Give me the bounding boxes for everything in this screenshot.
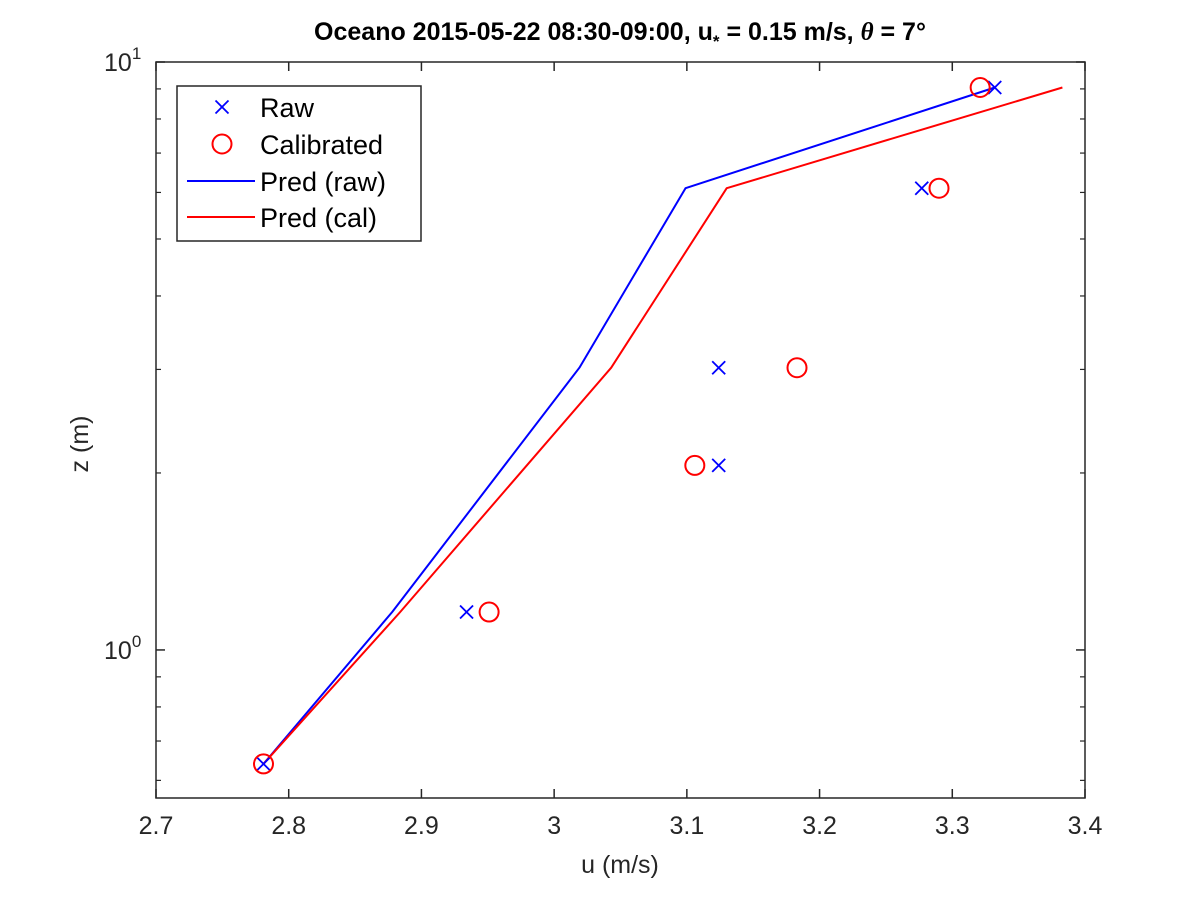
x-tick-label: 2.7 <box>139 812 174 840</box>
point-raw <box>459 604 474 620</box>
title-middle: = 0.15 m/s, <box>720 18 861 46</box>
title-suffix: = 7° <box>874 18 926 46</box>
legend: Raw Calibrated Pred (raw) Pred (cal) <box>176 85 422 242</box>
series-line-pred-cal <box>262 86 1063 765</box>
y-axis-label: z (m) <box>66 416 94 473</box>
legend-label-calibrated: Calibrated <box>260 130 383 160</box>
legend-swatch-calibrated <box>211 133 233 155</box>
x-tick-label: 2.9 <box>404 812 439 840</box>
x-tick-label: 3.1 <box>669 812 704 840</box>
y-tick-label: 100 <box>104 632 141 665</box>
legend-items: Raw Calibrated Pred (raw) Pred (cal) <box>187 93 386 233</box>
title-prefix: Oceano 2015-05-22 08:30-09:00, u <box>314 18 713 46</box>
x-tick-label: 3 <box>547 812 561 840</box>
y-tick-label: 101 <box>104 44 141 77</box>
point-calibrated <box>969 76 991 98</box>
title-theta: θ <box>861 19 874 46</box>
point-raw <box>256 756 271 772</box>
legend-label-raw: Raw <box>260 93 315 123</box>
plot-data <box>252 76 1063 775</box>
x-axis-label: u (m/s) <box>581 851 659 879</box>
point-calibrated <box>252 753 274 775</box>
point-calibrated <box>684 454 706 476</box>
legend-swatch-raw <box>214 99 230 115</box>
point-raw <box>711 458 726 473</box>
point-raw <box>711 360 726 375</box>
title-subscript: * <box>713 32 720 51</box>
point-calibrated <box>786 357 808 379</box>
x-tick-label: 3.2 <box>802 812 837 840</box>
point-calibrated <box>478 601 500 623</box>
plot-area-frame <box>155 61 1086 799</box>
x-tick-label: 3.3 <box>935 812 970 840</box>
legend-label-pred-raw: Pred (raw) <box>260 167 386 197</box>
point-raw <box>987 80 1002 95</box>
series-line-pred-raw <box>262 86 996 765</box>
point-calibrated <box>928 177 950 199</box>
legend-label-pred-cal: Pred (cal) <box>260 203 377 233</box>
x-tick-label: 3.4 <box>1068 812 1103 840</box>
chart-title: Oceano 2015-05-22 08:30-09:00, u* = 0.15… <box>314 18 926 51</box>
point-raw <box>914 181 929 196</box>
x-tick-label: 2.8 <box>271 812 306 840</box>
